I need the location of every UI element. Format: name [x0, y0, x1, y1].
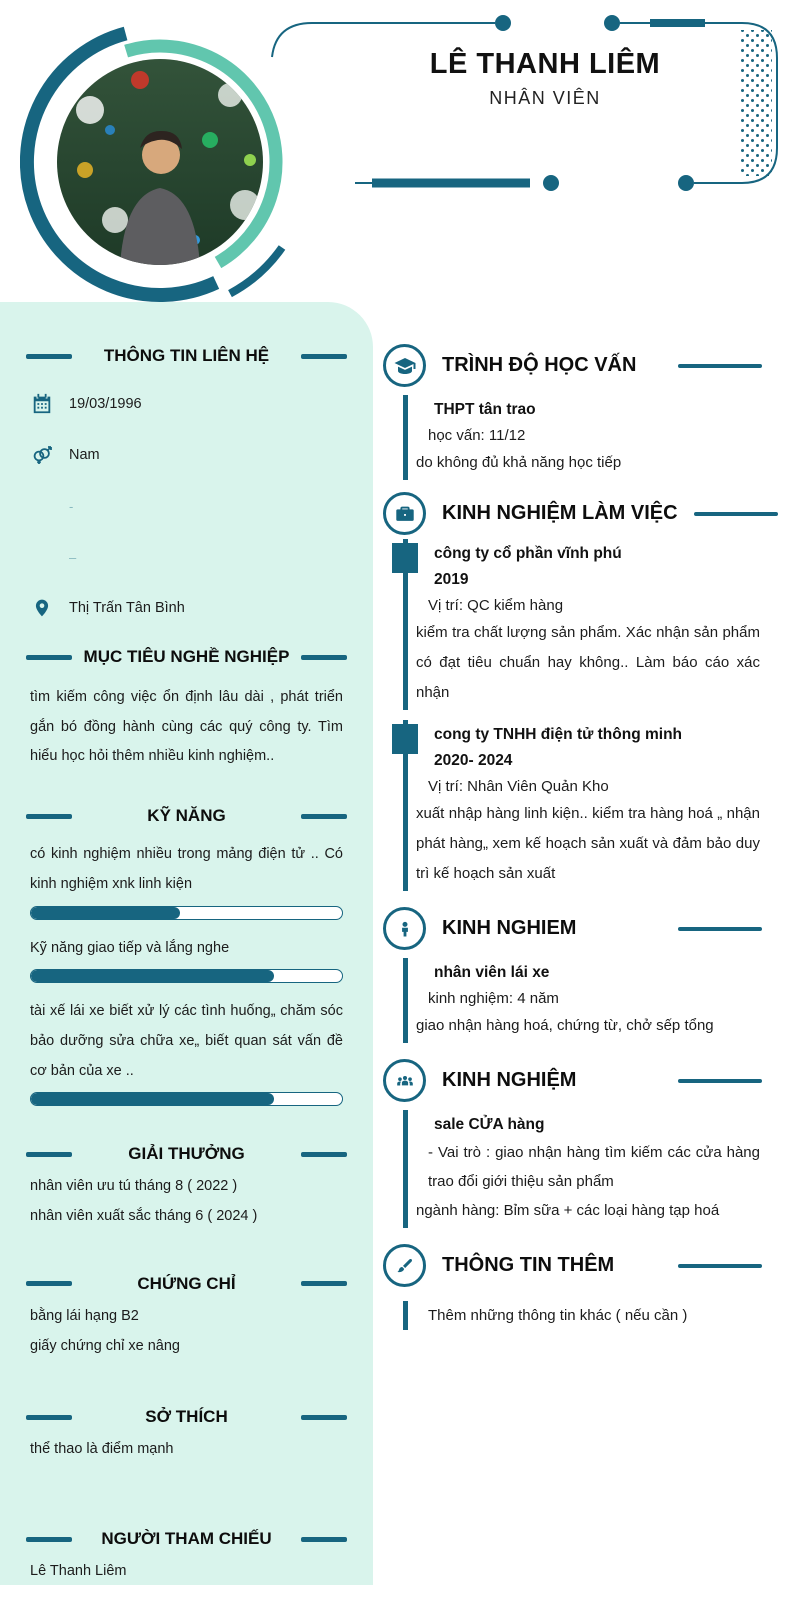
person-name: LÊ THANH LIÊM: [429, 48, 661, 80]
award-item: nhân viên xuất sắc tháng 6 ( 2024 ): [30, 1208, 258, 1225]
timeline-marker: [392, 543, 418, 573]
brush-icon: [383, 1244, 426, 1287]
dot-circle: [604, 15, 620, 31]
skill-item: tài xế lái xe biết xử lý các tình huống„…: [30, 997, 343, 1107]
skill-progress-bar: [30, 905, 343, 920]
section-rule: [678, 363, 762, 368]
award-item: nhân viên ưu tú tháng 8 ( 2022 ): [30, 1178, 238, 1195]
timeline-marker: [392, 724, 418, 754]
certificate-item: bằng lái hạng B2: [30, 1307, 139, 1324]
dark-arc: [20, 26, 220, 302]
dot-circle: [495, 15, 511, 31]
education-entry: THPT tân trao học vấn: 11/12 do không đủ…: [403, 395, 762, 480]
briefcase-icon: [383, 492, 426, 535]
dot-circle: [678, 175, 694, 191]
heading-dash: [301, 813, 347, 819]
heading-dash: [301, 1151, 347, 1157]
objective-section-heading: MỤC TIÊU NGHỀ NGHIỆP: [0, 647, 373, 667]
heading-dash: [26, 353, 72, 359]
heading-dash: [301, 1281, 347, 1287]
people-icon: [383, 1059, 426, 1102]
section-rule: [693, 511, 778, 516]
heading-dash: [26, 813, 72, 819]
skills-section-heading: KỸ NĂNG: [0, 806, 373, 826]
certificate-item: giấy chứng chỉ xe nâng: [30, 1337, 180, 1354]
hobbies-section-heading: SỞ THÍCH: [0, 1407, 373, 1427]
frame-line-right: [694, 22, 778, 184]
experience-sale-section-header: KINH NGHIỆM: [383, 1059, 762, 1102]
heading-dash: [26, 654, 72, 660]
blank-icon: [30, 494, 54, 518]
heading-dash: [26, 1536, 72, 1542]
dots-pattern: [740, 30, 772, 176]
profile-photo: [57, 59, 263, 265]
heading-dash: [301, 1536, 347, 1542]
section-rule: [678, 1263, 762, 1268]
work-entry: công ty cổ phần vĩnh phú 2019 Vị trí: QC…: [392, 539, 762, 710]
awards-section-heading: GIẢI THƯỞNG: [0, 1144, 373, 1164]
main-column: TRÌNH ĐỘ HỌC VẤN THPT tân trao học vấn: …: [373, 302, 800, 1330]
calendar-icon: [30, 392, 54, 416]
contact-item-gender: Nam: [30, 443, 345, 467]
person-icon: [383, 907, 426, 950]
heading-dash: [301, 1414, 347, 1420]
dot-circle: [543, 175, 559, 191]
light-arc: [124, 39, 283, 269]
experience-driver-section-header: KINH NGHIEM: [383, 907, 762, 950]
skill-progress-bar: [30, 1092, 343, 1107]
certificates-section-heading: CHỨNG CHỈ: [0, 1274, 373, 1294]
location-icon: [30, 596, 54, 620]
gender-icon: [30, 443, 54, 467]
thick-bar: [650, 19, 705, 27]
skill-progress-bar: [30, 969, 343, 984]
left-sidebar: THÔNG TIN LIÊN HỆ 19/03/1996 Nam: [0, 302, 373, 1585]
heading-dash: [26, 1414, 72, 1420]
blank-icon: [30, 545, 54, 569]
profile-photo-composition: [20, 10, 330, 310]
thick-bar: [372, 178, 530, 188]
reference-item: Lê Thanh Liêm: [30, 1563, 127, 1580]
skill-item: Kỹ năng giao tiếp và lắng nghe: [30, 934, 343, 984]
heading-dash: [301, 654, 347, 660]
person-job-title: NHÂN VIÊN: [489, 88, 601, 108]
contact-item-address: Thị Trấn Tân Bình: [30, 596, 345, 620]
frame-line-top-left: [271, 22, 495, 58]
references-section-heading: NGƯỜI THAM CHIẾU: [0, 1529, 373, 1549]
header-decoration: [270, 8, 800, 208]
skill-item: có kinh nghiệm nhiều trong mảng điện tử …: [30, 840, 343, 920]
graduation-cap-icon: [383, 344, 426, 387]
additional-section-header: THÔNG TIN THÊM: [383, 1244, 762, 1287]
heading-dash: [26, 1151, 72, 1157]
heading-dash: [26, 1281, 72, 1287]
work-section-header: KINH NGHIỆM LÀM VIỆC: [383, 492, 778, 535]
hobby-item: thể thao là điểm mạnh: [30, 1441, 174, 1458]
section-rule: [678, 1078, 762, 1083]
contact-item-redacted: -: [30, 494, 345, 518]
section-rule: [678, 926, 762, 931]
experience-driver-entry: nhân viên lái xe kinh nghiệm: 4 năm giao…: [403, 958, 762, 1043]
education-section-header: TRÌNH ĐỘ HỌC VẤN: [383, 344, 762, 387]
small-dark-arc: [228, 245, 286, 298]
experience-sale-entry: sale CỬA hàng - Vai trò : giao nhận hàng…: [403, 1110, 762, 1228]
contact-item-birthday: 19/03/1996: [30, 392, 345, 416]
additional-entry: Thêm những thông tin khác ( nếu cần ): [403, 1301, 762, 1330]
work-entry: cong ty TNHH điện tử thông minh 2020- 20…: [392, 720, 762, 891]
contact-item-redacted: –: [30, 545, 345, 569]
heading-dash: [301, 353, 347, 359]
contact-section-heading: THÔNG TIN LIÊN HỆ: [0, 346, 373, 366]
objective-text: tìm kiếm công việc ổn định lâu dài , phá…: [30, 689, 343, 765]
